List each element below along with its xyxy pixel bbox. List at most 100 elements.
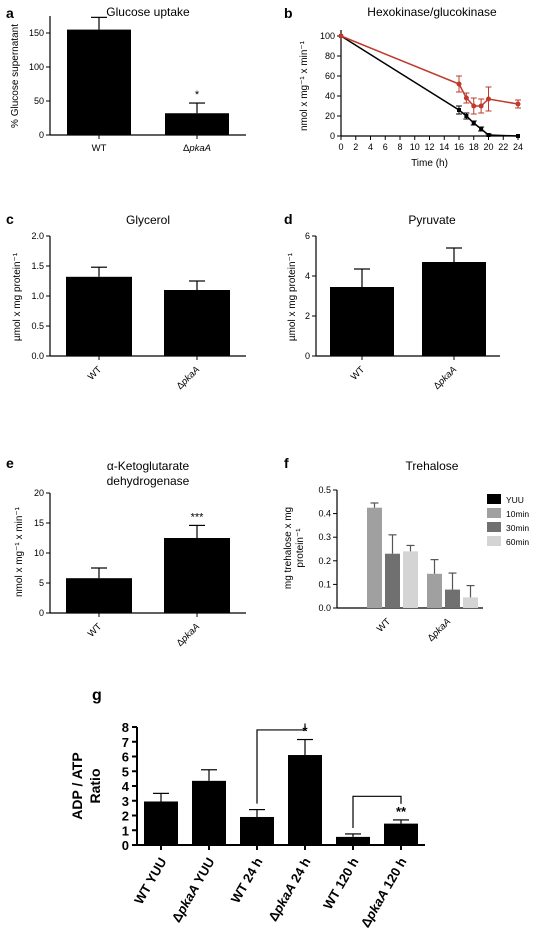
- panel-e-ytick-label: 10: [34, 548, 44, 558]
- panel-f-ytick-label: 0.3: [318, 532, 331, 542]
- panel-g-category-label: WT 120 h: [320, 855, 362, 912]
- panel-d-category-label: ΔpkaA: [432, 364, 460, 392]
- panel-g-bar: [144, 801, 178, 845]
- panel-c-category-label: WT: [86, 364, 104, 382]
- panel-f-legend-label: YUU: [506, 495, 524, 505]
- panel-e-title-line2: dehydrogenase: [107, 474, 190, 488]
- panel-f-title: Trehalose: [406, 459, 459, 473]
- panel-g-bar: [384, 823, 418, 845]
- panel-f-ytick-label: 0.4: [318, 509, 331, 519]
- panel-c-ytick-label: 1.0: [31, 291, 44, 301]
- panel-e-bar: [164, 538, 230, 613]
- panel-b-xtick-label: 12: [424, 142, 434, 152]
- panel-f-y-axis-label-line1: mg trehalose x mg: [283, 507, 294, 589]
- panel-b-ytick-label: 20: [325, 111, 335, 121]
- panel-f-bar: [463, 597, 478, 608]
- panel-g-bar: [240, 816, 274, 845]
- panel-a-ytick-label: 50: [34, 96, 44, 106]
- panel-b-x-axis-label: Time (h): [411, 158, 448, 169]
- panel-f-ytick-label: 0.0: [318, 603, 331, 613]
- panel-b-y-axis-label: nmol x mg⁻¹ x min⁻¹: [299, 40, 310, 131]
- panel-b-point: [479, 127, 484, 131]
- panel-a-ytick-label: 0: [39, 130, 44, 140]
- panel-f-category-label: ΔpkaA: [426, 616, 454, 644]
- panel-c-ytick-label: 0.0: [31, 351, 44, 361]
- panel-f-ytick-label: 0.2: [318, 556, 331, 566]
- panel-d-ytick-label: 0: [305, 351, 310, 361]
- panel-f-y-axis-label-line2: protein⁻¹: [295, 528, 306, 568]
- panel-e-title-line1: α-Ketoglutarate: [107, 459, 190, 473]
- panel-b-series-line: [340, 35, 519, 107]
- panel-b-xtick-label: 18: [469, 142, 479, 152]
- panel-g-ytick-label: 1: [122, 823, 129, 838]
- panel-b-point: [471, 121, 476, 125]
- panel-a-category-label: WT: [92, 143, 107, 154]
- panel-b-point: [457, 108, 461, 112]
- panel-b-xtick-label: 2: [353, 142, 358, 152]
- panel-a-ytick-label: 150: [29, 28, 44, 38]
- panel-a-y-axis-label: % Glucose supernatant: [10, 24, 21, 128]
- panel-b-xtick-label: 10: [410, 142, 420, 152]
- panel-g-ytick-label: 6: [122, 750, 129, 765]
- panel-b-ytick-label: 60: [325, 71, 335, 81]
- panel-c-ytick-label: 1.5: [31, 261, 44, 271]
- panel-letter-c: c: [6, 211, 14, 227]
- panel-f-bar: [403, 551, 418, 608]
- panel-e-y-axis-label: nmol x mg⁻¹ x min⁻¹: [14, 506, 25, 597]
- panel-e-ytick-label: 0: [39, 608, 44, 618]
- panel-b-point: [463, 95, 469, 101]
- panel-d-ytick-label: 4: [305, 271, 310, 281]
- panel-b-point: [464, 114, 469, 118]
- panel-g-category-label: ΔpkaA YUU: [169, 855, 218, 925]
- panel-g-category-label: ΔpkaA 24 h: [265, 855, 313, 924]
- panel-c-title: Glycerol: [126, 213, 170, 227]
- panel-f-legend-label: 10min: [506, 509, 529, 519]
- panel-g-y-axis-label-line1: ADP / ATP: [69, 752, 85, 819]
- panel-a-category-label: ΔpkaA: [183, 143, 211, 154]
- panel-letter-a: a: [6, 5, 14, 21]
- panel-b-ytick-label: 0: [330, 131, 335, 141]
- panel-c-y-axis-label: µmol x mg protein⁻¹: [12, 252, 23, 341]
- panel-d-title: Pyruvate: [408, 213, 456, 227]
- panel-a-ytick-label: 100: [29, 62, 44, 72]
- panel-d-ytick-label: 6: [305, 231, 310, 241]
- panel-b-point: [456, 81, 462, 87]
- panel-e-bar: [66, 578, 132, 613]
- panel-b-point: [471, 103, 477, 109]
- panel-b-point: [486, 133, 491, 137]
- panel-letter-b: b: [284, 5, 293, 21]
- panel-g-significance: *: [302, 724, 308, 739]
- panel-g-category-label: WT YUU: [131, 855, 170, 907]
- panel-b-title: Hexokinase/glucokinase: [367, 5, 497, 19]
- panel-g-category-label: ΔpkaA 120 h: [358, 855, 410, 930]
- panel-letter-e: e: [6, 455, 14, 471]
- panel-b-ytick-label: 80: [325, 51, 335, 61]
- panel-g-ytick-label: 0: [122, 838, 129, 853]
- panel-g-ytick-label: 5: [122, 764, 129, 779]
- panel-d-bar: [422, 262, 486, 356]
- panel-g-ytick-label: 3: [122, 794, 129, 809]
- panel-c-ytick-label: 2.0: [31, 231, 44, 241]
- panel-e-category-label: ΔpkaA: [175, 621, 203, 649]
- panel-e-category-label: WT: [86, 621, 104, 639]
- panel-g-ytick-label: 2: [122, 809, 129, 824]
- panel-d-ytick-label: 2: [305, 311, 310, 321]
- panel-c-bar: [66, 276, 132, 356]
- panel-a-title: Glucose uptake: [106, 5, 190, 19]
- panel-f-legend-label: 60min: [506, 537, 529, 547]
- panel-f-legend-swatch: [487, 508, 501, 518]
- panel-a-bar: [67, 29, 131, 136]
- panel-b-point: [515, 101, 521, 107]
- panel-f-legend-label: 30min: [506, 523, 529, 533]
- panel-e-ytick-label: 15: [34, 518, 44, 528]
- panel-b-point: [516, 134, 520, 138]
- panel-f-bar: [367, 507, 382, 608]
- panel-b-ytick-label: 40: [325, 91, 335, 101]
- panel-b-xtick-label: 8: [397, 142, 402, 152]
- panel-g-y-axis-label-line2: Ratio: [87, 769, 103, 804]
- panel-g-category-label: WT 24 h: [228, 855, 266, 906]
- panel-f-ytick-label: 0.5: [318, 485, 331, 495]
- panel-f-category-label: WT: [375, 616, 393, 634]
- panel-letter-g: g: [92, 687, 102, 704]
